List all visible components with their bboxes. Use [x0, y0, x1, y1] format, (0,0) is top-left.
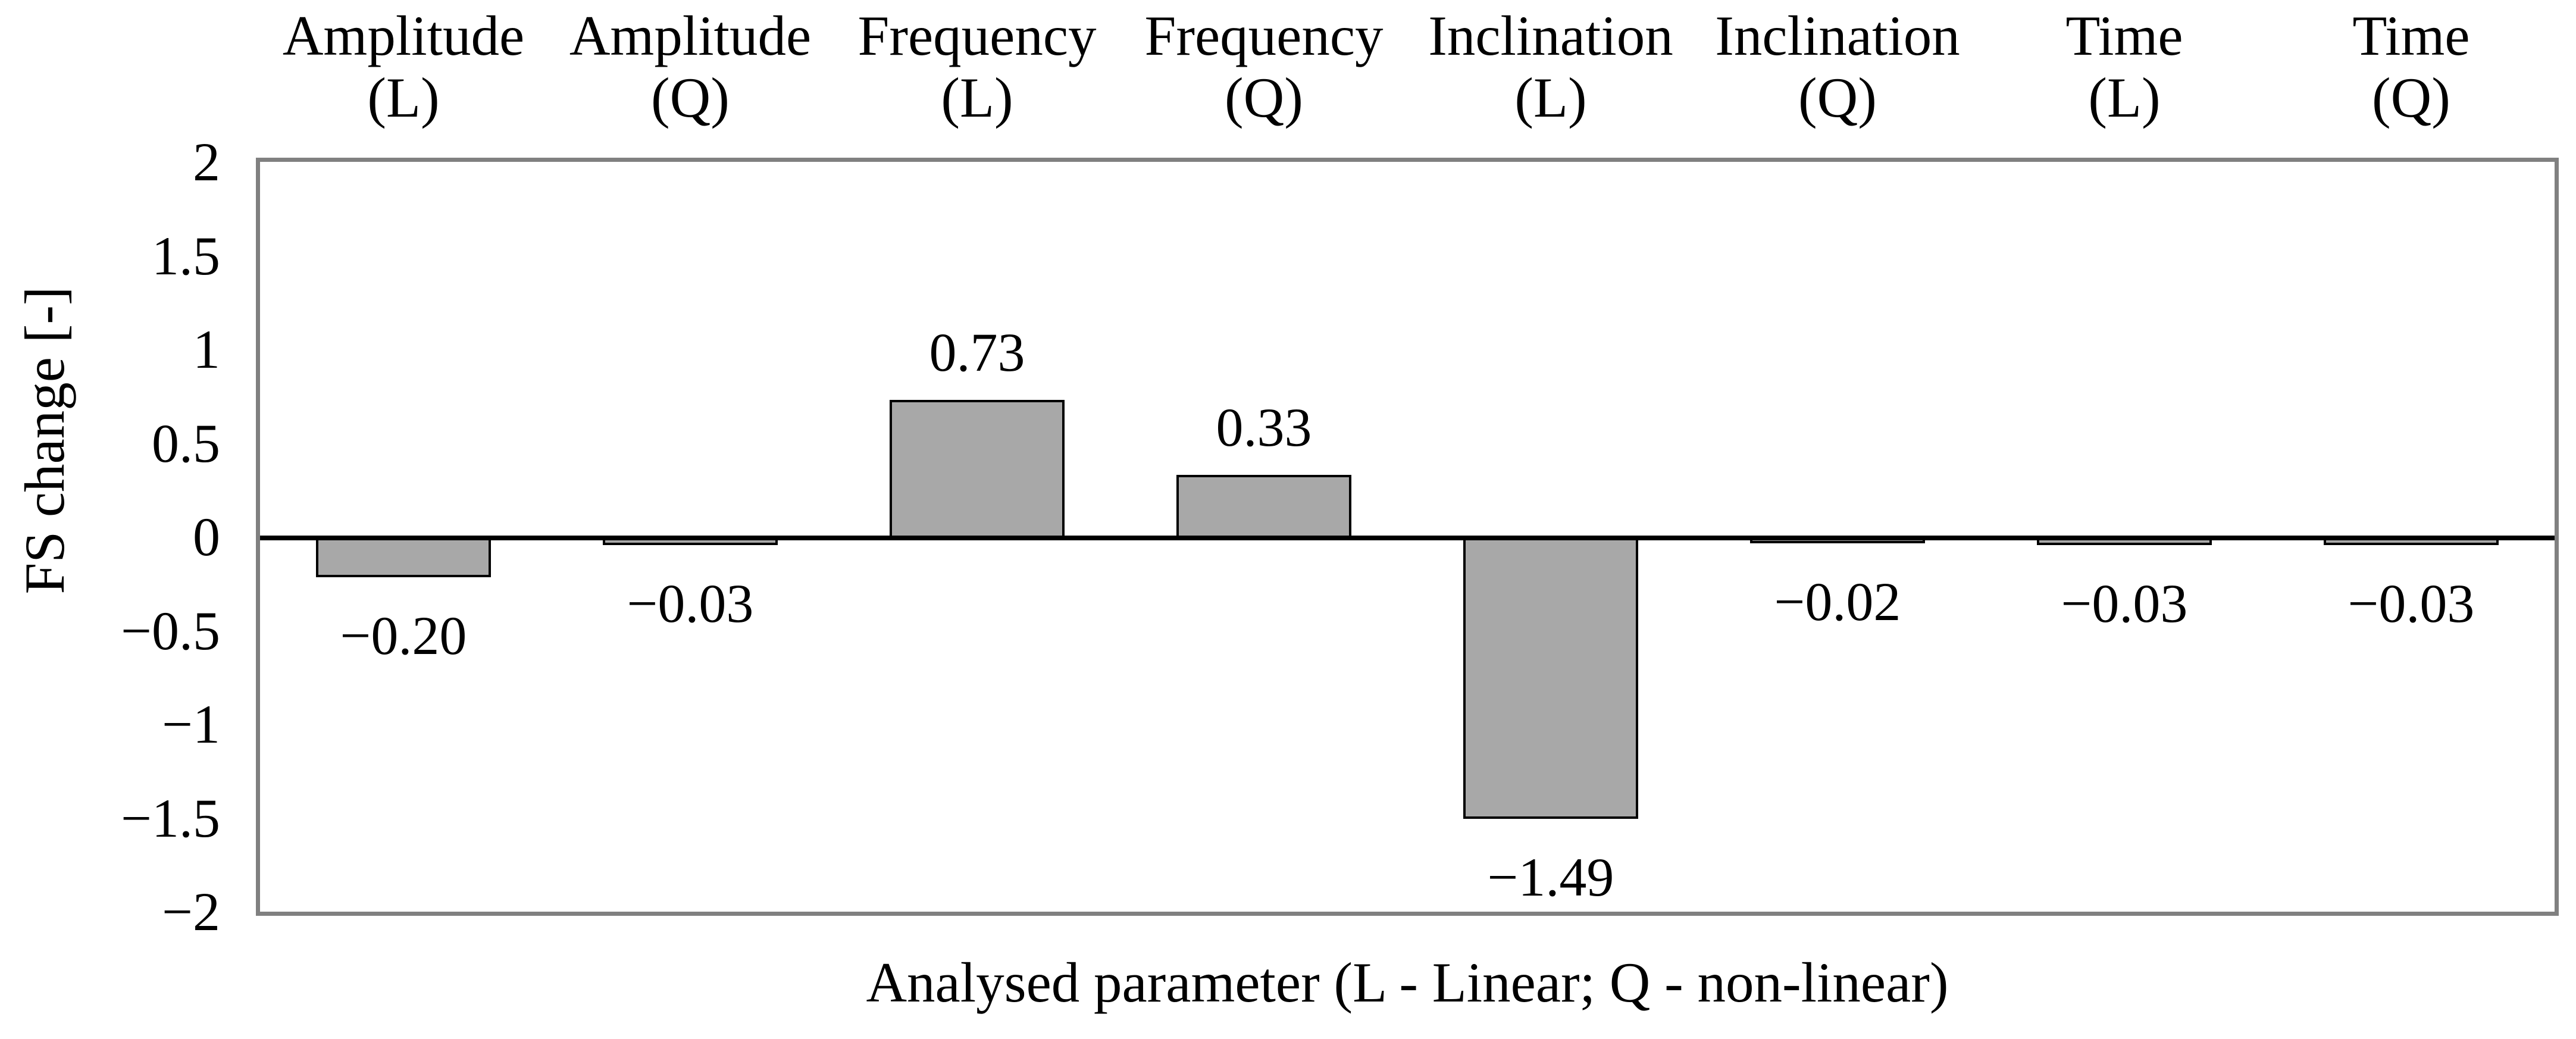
bar-value-label: 0.33 — [1216, 397, 1312, 458]
bar-value-label: −0.03 — [2061, 573, 2188, 634]
y-tick-label: −1.5 — [121, 788, 220, 849]
category-qualifier: (Q) — [2372, 66, 2450, 129]
category-name: Amplitude — [282, 4, 525, 67]
category-qualifier: (L) — [941, 66, 1013, 129]
y-tick-label: 2 — [193, 132, 220, 192]
category-qualifier: (Q) — [651, 66, 730, 129]
y-tick-label: 0.5 — [152, 413, 220, 474]
category-qualifier: (Q) — [1798, 66, 1877, 129]
bar-value-label: −0.20 — [340, 605, 467, 666]
bar — [1463, 537, 1638, 819]
y-tick-label: −0.5 — [121, 600, 220, 661]
category-name: Inclination — [1715, 4, 1960, 67]
bar — [1176, 475, 1351, 540]
category-name: Amplitude — [569, 4, 812, 67]
y-tick-label: 0 — [193, 506, 220, 567]
category-label: Time (L) — [1981, 5, 2268, 129]
category-name: Frequency — [857, 4, 1097, 67]
category-label: Amplitude (Q) — [547, 5, 834, 129]
category-name: Time — [2065, 4, 2183, 67]
category-label: Inclination (Q) — [1694, 5, 1981, 129]
zero-axis-line — [260, 536, 2555, 540]
bar-value-label: −0.02 — [1774, 571, 1901, 632]
bar — [890, 400, 1065, 540]
category-label: Frequency (L) — [834, 5, 1120, 129]
category-qualifier: (L) — [1514, 66, 1587, 129]
bar-value-label: 0.73 — [929, 322, 1025, 383]
category-label: Inclination (L) — [1407, 5, 1694, 129]
category-name: Inclination — [1428, 4, 1673, 67]
category-qualifier: (Q) — [1225, 66, 1303, 129]
bar-value-label: −0.03 — [627, 573, 754, 634]
category-qualifier: (L) — [367, 66, 440, 129]
y-tick-label: −2 — [162, 881, 220, 942]
bar — [316, 537, 491, 577]
category-name: Frequency — [1144, 4, 1384, 67]
category-qualifier: (L) — [2088, 66, 2161, 129]
y-tick-label: −1 — [162, 694, 220, 755]
y-tick-label: 1 — [193, 319, 220, 380]
category-label: Time (Q) — [2268, 5, 2555, 129]
category-name: Time — [2352, 4, 2470, 67]
y-tick-label: 1.5 — [152, 226, 220, 286]
bar-value-label: −1.49 — [1487, 847, 1614, 907]
bar-value-label: −0.03 — [2347, 573, 2475, 634]
category-label: Frequency (Q) — [1120, 5, 1407, 129]
x-axis-title: Analysed parameter (L - Linear; Q - non-… — [866, 951, 1949, 1014]
plot-area: −0.20 −0.03 0.73 0.33 −1.49 −0.02 −0.03 −0.03 — [256, 158, 2559, 916]
category-label: Amplitude (L) — [260, 5, 547, 129]
